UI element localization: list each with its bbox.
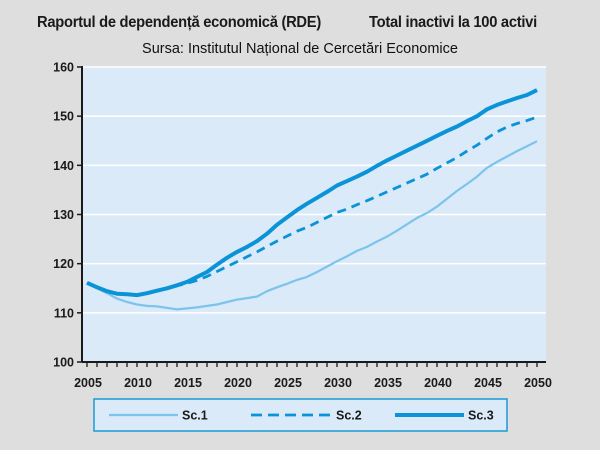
y-tick-label: 150 xyxy=(53,110,74,124)
axes: 100 110 120 130 140 150 160 2005 2010 2015 2020 202… xyxy=(53,61,552,391)
series-line-sc1 xyxy=(86,140,538,311)
x-tick-label: 2030 xyxy=(324,376,352,390)
x-tick-label: 2005 xyxy=(74,376,102,390)
series-group xyxy=(86,88,538,311)
series-line-sc3 xyxy=(86,88,538,298)
y-tick-label: 110 xyxy=(54,306,74,320)
y-tick-label: 120 xyxy=(53,257,74,271)
legend: Sc.1 Sc.2 Sc.3 xyxy=(93,398,508,432)
x-tick-label: 2025 xyxy=(274,376,302,390)
chart-title-right: Total inactivi la 100 activi xyxy=(369,14,537,31)
x-tick-label: 2020 xyxy=(224,376,252,390)
legend-label-sc2: Sc.2 xyxy=(336,409,362,423)
x-tick-label: 2015 xyxy=(174,376,202,390)
y-tick-label: 140 xyxy=(53,159,74,173)
legend-label-sc3: Sc.3 xyxy=(468,409,494,423)
x-tick-label: 2035 xyxy=(374,376,402,390)
y-tick-label: 130 xyxy=(53,208,74,222)
x-tick-label: 2040 xyxy=(424,376,452,390)
y-tick-label: 100 xyxy=(53,356,74,370)
legend-label-sc1: Sc.1 xyxy=(182,409,208,423)
y-tick-label: 160 xyxy=(53,61,74,75)
gridlines xyxy=(82,66,546,314)
chart-subtitle: Sursa: Institutul Național de Cercetări … xyxy=(142,41,458,57)
x-tick-label: 2045 xyxy=(474,376,502,390)
chart-title: Raportul de dependență economică (RDE) xyxy=(37,14,321,31)
x-tick-label: 2010 xyxy=(124,376,152,390)
x-tick-label: 2050 xyxy=(524,376,552,390)
